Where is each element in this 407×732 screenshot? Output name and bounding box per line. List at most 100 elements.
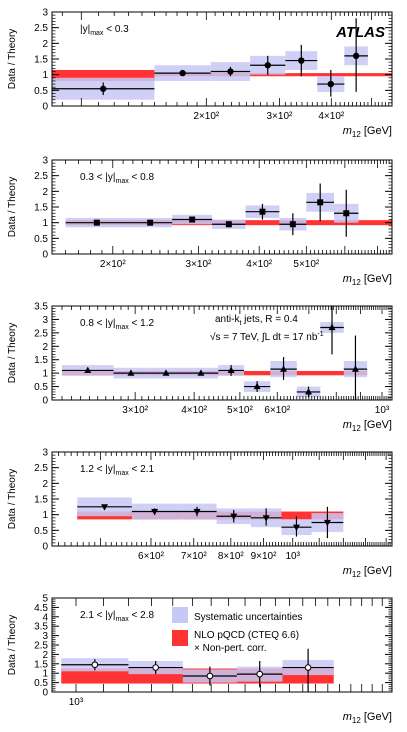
data-point (298, 57, 305, 64)
y-tick-label: 1.5 (34, 355, 48, 366)
y-tick-label: 1 (42, 669, 48, 680)
y-tick-label: 1 (42, 70, 48, 81)
x-tick-label: 4×10² (318, 111, 345, 122)
x-tick-label: 6×10² (264, 405, 291, 416)
y-tick-label: 1 (42, 369, 48, 380)
x-tick-label: 10³ (375, 405, 390, 416)
y-tick-label: 1.5 (34, 55, 48, 66)
data-point (193, 508, 201, 516)
y-tick-label: 2 (42, 39, 48, 50)
x-tick-label: 10³ (69, 697, 84, 708)
data-point (351, 365, 359, 372)
panel-title: 1.2 < |y|max < 2.1 (80, 464, 154, 477)
y-axis-label: Data / Theory (7, 469, 18, 529)
y-tick-label: 0.5 (34, 382, 48, 393)
y-tick-label: 3.5 (34, 622, 48, 633)
x-tick-label: 2×10² (100, 259, 127, 270)
panel-title: 2.1 < |y|max < 2.8 (80, 610, 154, 623)
y-tick-label: 3 (42, 631, 48, 642)
y-tick-label: 0.5 (34, 678, 48, 689)
y-tick-label: 5 (42, 594, 48, 605)
x-tick-label: 3×10² (267, 111, 294, 122)
data-point (343, 210, 350, 217)
y-tick-label: 1 (42, 510, 48, 521)
panel-3: 0 0.5 1 1.5 2 2.5 3 3.5 3×10² 4×10² 5×10² 6×10² 10³ D… (7, 302, 393, 433)
data-point (253, 382, 261, 390)
data-point (189, 216, 196, 223)
data-point (206, 672, 214, 680)
y-tick-label: 4 (42, 612, 48, 623)
y-tick-label: 0 (42, 396, 48, 407)
jet-algorithm-label: anti-kt jets, R = 0.4 (215, 314, 298, 327)
panel-title: 0.3 < |y|max < 0.8 (80, 172, 154, 185)
data-point (100, 85, 107, 92)
y-tick-label: 1.5 (34, 495, 48, 506)
data-point (259, 208, 266, 215)
y-tick-label: 3 (42, 8, 48, 19)
x-tick-label: 2×10² (193, 111, 220, 122)
data-point (197, 369, 205, 376)
x-axis-label: m12 [GeV] (343, 419, 392, 433)
y-tick-label: 1.5 (34, 659, 48, 670)
x-axis-label: m12 [GeV] (343, 711, 392, 725)
data-point (227, 68, 234, 75)
panel-title: 0.8 < |y|max < 1.2 (80, 318, 154, 331)
y-tick-label: 0 (42, 250, 48, 261)
data-point (264, 62, 271, 69)
y-tick-label: 0.5 (34, 526, 48, 537)
data-point (317, 199, 324, 206)
data-point (225, 221, 232, 228)
y-tick-label: 2 (42, 479, 48, 490)
x-axis-label: m12 [GeV] (343, 565, 392, 579)
data-point (304, 664, 312, 671)
panel-title: |y|max < 0.3 (80, 24, 129, 37)
data-point (230, 513, 238, 521)
data-point (147, 219, 154, 226)
y-axis-label: Data / Theory (7, 177, 18, 237)
panel-5: 00.511.522.533.544.55 10³ Data / Theory m12… (7, 594, 393, 725)
data-point (162, 369, 170, 376)
data-point (93, 219, 100, 226)
y-tick-label: 3 (42, 315, 48, 326)
x-tick-label: 4×10² (181, 405, 208, 416)
panel-2: 0 0.5 1 1.5 2 2.5 3 2×10² 3×10² 4×10² 5×10² Data / … (7, 156, 393, 287)
y-tick-label: 0 (42, 542, 48, 553)
data-point (127, 369, 135, 376)
legend-theory-label-2: × Non-pert. corr. (194, 643, 267, 654)
x-tick-label: 3×10² (186, 259, 213, 270)
data-point (328, 323, 336, 331)
legend-theory-swatch (172, 630, 188, 646)
x-tick-label: 3×10² (122, 405, 149, 416)
y-tick-label: 4.5 (34, 603, 48, 614)
y-axis-label: Data / Theory (7, 323, 18, 383)
data-point (292, 524, 300, 531)
y-tick-label: 3 (42, 156, 48, 167)
data-point (227, 366, 235, 374)
y-tick-label: 2.5 (34, 171, 48, 182)
data-point (152, 664, 159, 671)
y-tick-label: 2.5 (34, 463, 48, 474)
y-tick-label: 2 (42, 650, 48, 661)
x-tick-label: 5×10² (227, 405, 254, 416)
y-axis-label: Data / Theory (7, 615, 18, 675)
atlas-label: ATLAS (335, 24, 385, 41)
x-tick-label: 7×10² (181, 551, 208, 562)
data-point (262, 515, 270, 522)
y-tick-label: 2.5 (34, 328, 48, 339)
x-tick-label: 4×10² (246, 259, 273, 270)
x-axis-label: m12 [GeV] (343, 125, 392, 139)
x-tick-label: 8×10² (218, 551, 245, 562)
theory-band (52, 69, 155, 81)
data-point (256, 670, 264, 678)
data-point (91, 661, 99, 669)
data-point (352, 52, 360, 60)
data-point (179, 69, 186, 77)
panel-4: 0 0.5 1 1.5 2 2.5 3 6×10² 7×10² 8×10² 9×10² 10³ Data… (7, 448, 393, 579)
legend-systematic-swatch (172, 607, 188, 623)
data-point (323, 519, 331, 527)
y-tick-label: 0.5 (34, 86, 48, 97)
data-point (305, 388, 313, 395)
x-tick-label: 9×10² (251, 551, 278, 562)
legend: Systematic uncertainties NLO pQCD (CTEQ 6… (172, 607, 302, 654)
